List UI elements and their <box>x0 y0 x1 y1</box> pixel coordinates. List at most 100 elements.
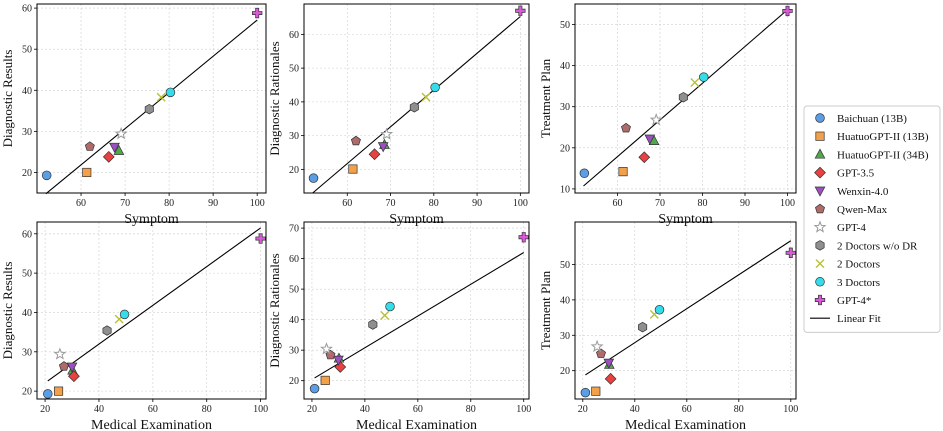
point-gpt-4 <box>518 232 529 243</box>
y-tick-label: 40 <box>289 315 299 326</box>
point-3-doctors <box>699 72 709 82</box>
point-wenxin-4-0 <box>109 142 120 153</box>
chart-panels: 60 70 80 90 100 20 30 40 50 60 Symptom Diagnostic R… <box>0 3 798 431</box>
point-gpt-4 <box>380 127 394 140</box>
y-axis-label: Treatment Plan <box>538 270 553 350</box>
point-2-doctors <box>156 92 166 102</box>
point-gpt-4 <box>785 247 796 258</box>
point-gpt-3-5 <box>368 148 381 161</box>
x-tick-label: 90 <box>740 198 750 209</box>
legend-label: HuatuoGPT-II (34B) <box>837 149 929 161</box>
x-tick-label: 80 <box>164 198 174 209</box>
legend-marker-huatuogpt-ii-34b <box>814 148 826 159</box>
y-tick-label: 60 <box>22 229 32 240</box>
scatter-panel-5: 20 40 60 80 100 20 30 40 50 60 70 Medical Examinati… <box>267 221 531 431</box>
x-tick-label: 60 <box>413 404 423 415</box>
y-tick-label: 40 <box>560 295 570 306</box>
legend-label: Qwen-Max <box>837 204 888 216</box>
y-tick-label: 30 <box>289 346 299 357</box>
legend-marker-qwen-max <box>815 203 825 214</box>
plot-frame <box>36 221 267 400</box>
x-tick-label: 60 <box>76 198 86 209</box>
x-axis-label: Medical Examination <box>91 418 212 431</box>
plot-frame <box>303 221 530 400</box>
legend-label: 3 Doctors <box>837 277 880 289</box>
y-tick-label: 20 <box>560 143 570 154</box>
point-baichuan-13b <box>43 389 53 399</box>
point-huatuogpt-ii-13b <box>54 386 64 396</box>
legend-marker-3-doctors <box>815 277 825 287</box>
scatter-panel-3: 60 70 80 90 100 10 20 30 40 50 Symptom Treatment Pl… <box>538 3 797 227</box>
y-tick-label: 50 <box>289 64 299 75</box>
scatter-panel-1: 60 70 80 90 100 20 30 40 50 60 Symptom Diagnostic R… <box>0 3 267 227</box>
point-gpt-3-5 <box>68 370 80 383</box>
y-tick-label: 40 <box>289 97 299 108</box>
scatter-panel-4: 20 40 60 80 100 20 30 40 50 60 Medical Examination… <box>0 221 268 431</box>
point-wenxin-4-0 <box>603 358 615 369</box>
point-gpt-4 <box>320 342 333 355</box>
x-tick-label: 80 <box>734 404 744 415</box>
point-gpt-3-5 <box>334 361 347 373</box>
legend-marker-baichuan-13b <box>815 113 825 123</box>
point-huatuogpt-ii-34b <box>113 144 125 155</box>
point-3-doctors <box>119 309 130 320</box>
x-tick-label: 20 <box>578 404 588 415</box>
x-tick-label: 80 <box>202 404 212 415</box>
point-gpt-4 <box>255 233 266 244</box>
y-tick-label: 60 <box>289 30 299 41</box>
point-gpt-4 <box>649 113 663 126</box>
point-baichuan-13b <box>580 387 591 398</box>
point-gpt-3-5 <box>604 372 617 385</box>
y-tick-label: 20 <box>22 387 32 398</box>
x-axis-label: Symptom <box>389 212 444 227</box>
y-axis-label: Diagnostic Rationales <box>267 41 282 155</box>
legend-marker-gpt-4 <box>813 220 827 233</box>
point-baichuan-13b <box>309 383 320 394</box>
x-tick-label: 80 <box>698 198 708 209</box>
point-gpt-4 <box>114 127 128 140</box>
y-tick-label: 30 <box>22 127 32 138</box>
point-huatuogpt-ii-13b <box>348 164 358 174</box>
x-tick-label: 90 <box>208 198 218 209</box>
x-tick-label: 90 <box>472 198 482 209</box>
point-qwen-max <box>596 348 606 358</box>
point-huatuogpt-ii-13b <box>320 375 330 385</box>
x-axis-label: Symptom <box>658 212 713 227</box>
x-tick-label: 80 <box>466 404 476 415</box>
y-tick-label: 60 <box>289 254 299 265</box>
y-axis-label: Diagnostic Results <box>0 262 15 360</box>
legend-marker-wenxin-4-0 <box>814 186 826 197</box>
y-axis-label: Treatment Plan <box>538 58 553 138</box>
x-axis-label: Symptom <box>124 212 179 227</box>
legend-label: Wenxin-4.0 <box>837 186 889 198</box>
y-axis-label: Diagnostic Results <box>0 50 15 148</box>
point-3-doctors <box>654 305 665 315</box>
legend-label: GPT-4 <box>837 222 866 234</box>
y-tick-label: 20 <box>289 376 299 387</box>
point-2-doctors-w-o-dr <box>638 321 648 333</box>
scatter-panel-6: 20 40 60 80 100 20 30 40 50 Medical Examination Tr… <box>538 221 798 431</box>
point-3-doctors <box>385 301 395 312</box>
point-huatuogpt-ii-13b <box>618 167 628 177</box>
point-qwen-max <box>350 135 361 146</box>
y-tick-label: 50 <box>22 45 32 56</box>
legend-label: 2 Doctors w/o DR <box>837 240 918 252</box>
legend-box <box>803 105 941 333</box>
point-qwen-max <box>58 361 69 371</box>
point-gpt-4 <box>53 347 67 360</box>
scatter-panel-2: 60 70 80 90 100 20 30 40 50 60 Symptom Diagnostic R… <box>267 3 530 227</box>
y-tick-label: 50 <box>560 20 570 31</box>
point-2-doctors <box>690 77 700 87</box>
y-tick-label: 70 <box>289 224 299 235</box>
y-tick-label: 40 <box>22 86 32 97</box>
y-tick-label: 60 <box>22 4 32 15</box>
point-2-doctors-w-o-dr <box>102 325 112 336</box>
y-tick-label: 30 <box>289 131 299 142</box>
x-tick-label: 40 <box>94 404 104 415</box>
legend-marker-huatuogpt-ii-13b <box>815 131 825 141</box>
legend-marker-gpt-3-5 <box>814 166 826 179</box>
y-tick-label: 20 <box>560 366 570 377</box>
point-3-doctors <box>430 82 440 93</box>
y-tick-label: 50 <box>560 260 570 271</box>
point-wenxin-4-0 <box>66 362 78 373</box>
